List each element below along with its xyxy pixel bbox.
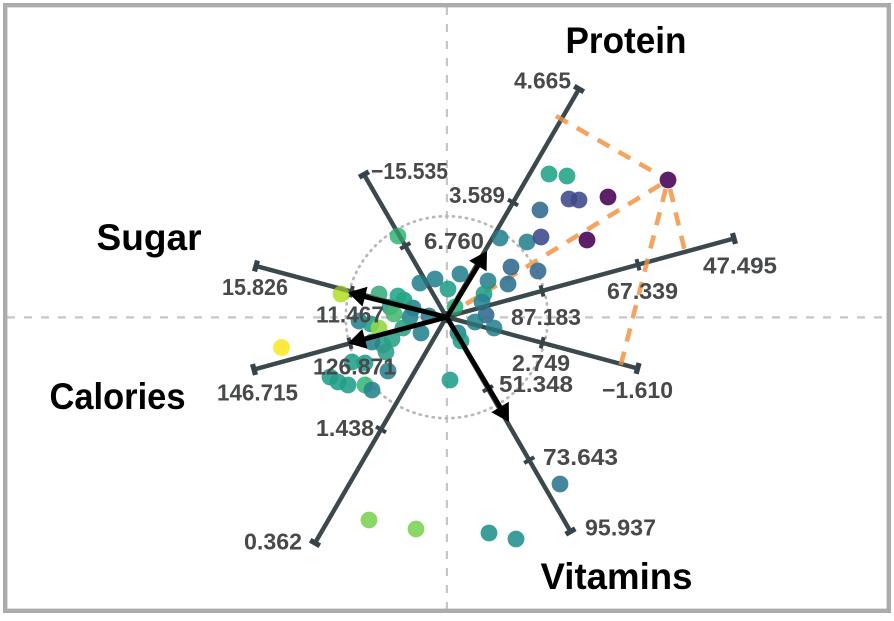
svg-text:51.348: 51.348 [499,371,573,397]
svg-text:Calories: Calories [50,376,186,417]
svg-text:73.643: 73.643 [543,444,618,470]
svg-text:6.760: 6.760 [424,228,484,254]
svg-text:15.826: 15.826 [222,274,288,300]
svg-text:87.183: 87.183 [511,304,581,330]
svg-text:67.339: 67.339 [607,278,678,304]
svg-text:−1.610: −1.610 [602,377,673,403]
svg-text:47.495: 47.495 [703,253,777,279]
svg-text:Vitamins: Vitamins [541,556,693,597]
svg-text:4.665: 4.665 [514,68,571,94]
svg-text:2.749: 2.749 [512,350,570,376]
svg-text:146.715: 146.715 [217,380,298,406]
svg-text:126.871: 126.871 [313,354,396,380]
svg-text:95.937: 95.937 [585,515,656,541]
svg-text:Protein: Protein [566,20,687,61]
svg-text:3.589: 3.589 [449,182,505,208]
svg-text:0.362: 0.362 [244,529,302,555]
svg-text:11.467: 11.467 [316,302,384,328]
svg-text:1.438: 1.438 [316,415,374,441]
svg-text:Sugar: Sugar [97,217,202,258]
svg-text:−15.535: −15.535 [371,158,448,184]
